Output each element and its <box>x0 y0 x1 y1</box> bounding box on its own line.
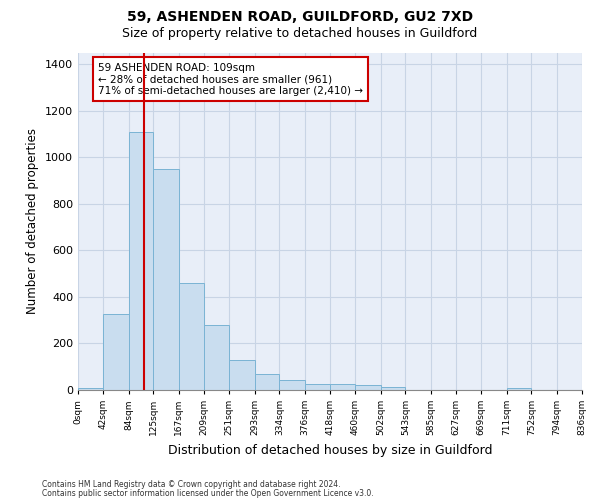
Bar <box>330 384 355 390</box>
Bar <box>154 169 179 390</box>
Text: Contains HM Land Registry data © Crown copyright and database right 2024.: Contains HM Land Registry data © Crown c… <box>42 480 341 489</box>
Text: 59 ASHENDEN ROAD: 109sqm
← 28% of detached houses are smaller (961)
71% of semi-: 59 ASHENDEN ROAD: 109sqm ← 28% of detach… <box>98 62 363 96</box>
Bar <box>506 388 532 390</box>
Bar <box>103 314 128 390</box>
Bar <box>204 325 229 390</box>
Bar <box>78 388 103 390</box>
Bar <box>305 384 330 390</box>
Text: Size of property relative to detached houses in Guildford: Size of property relative to detached ho… <box>122 28 478 40</box>
Bar <box>128 132 154 390</box>
Bar <box>179 283 204 390</box>
Text: Contains public sector information licensed under the Open Government Licence v3: Contains public sector information licen… <box>42 488 374 498</box>
Bar <box>254 374 280 390</box>
Bar <box>229 360 254 390</box>
Bar <box>355 386 380 390</box>
Y-axis label: Number of detached properties: Number of detached properties <box>26 128 40 314</box>
X-axis label: Distribution of detached houses by size in Guildford: Distribution of detached houses by size … <box>168 444 492 456</box>
Text: 59, ASHENDEN ROAD, GUILDFORD, GU2 7XD: 59, ASHENDEN ROAD, GUILDFORD, GU2 7XD <box>127 10 473 24</box>
Bar <box>380 386 406 390</box>
Bar <box>280 380 305 390</box>
